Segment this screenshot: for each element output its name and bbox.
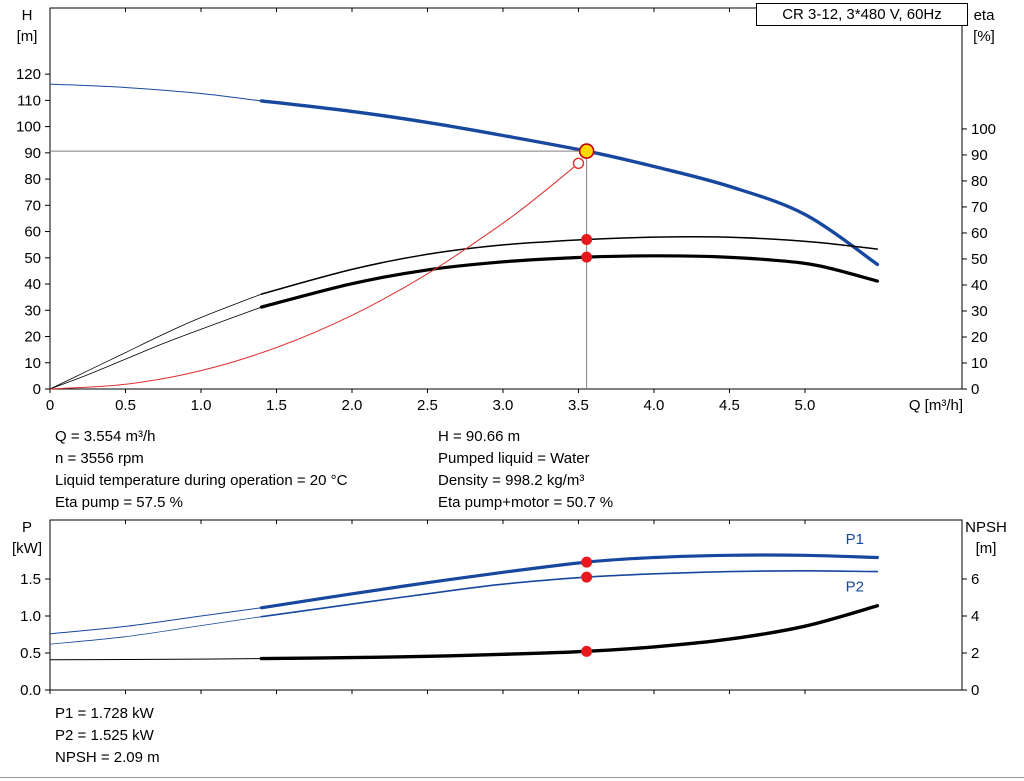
eta-axis-title: eta [973,7,995,24]
p1-curve[interactable] [259,553,879,610]
left-tick-label: 30 [24,302,41,319]
p-axis-unit: [kW] [12,540,42,557]
right-tick-label: 20 [971,329,988,346]
eta-pump-curve[interactable] [260,235,879,295]
npsh-readout: NPSH = 2.09 m [55,749,160,766]
duty-info-left-column: Q = 3.554 m³/h n = 3556 rpm Liquid tempe… [55,426,347,514]
top-chart-right-axis-corner: eta [%] [960,5,1008,47]
duty-point[interactable] [578,143,595,159]
eta-pump-motor-readout: Eta pump+motor = 50.7 % [438,494,614,511]
npsh-point[interactable] [581,645,593,657]
h-axis-title: H [21,7,33,24]
left-tick-label: 1.0 [20,608,41,625]
p2-point[interactable] [581,571,593,583]
right-tick-label: 10 [971,355,988,372]
x-tick-label: 4.5 [719,397,740,414]
x-tick-label: 5.0 [795,397,816,414]
right-tick-label: 80 [971,173,988,190]
eta-pump-motor-curve[interactable] [259,254,879,309]
right-tick-label: 70 [971,199,988,216]
left-tick-label: 90 [24,145,41,162]
right-tick-label: 0 [971,381,979,398]
x-axis-label: Q [m³/h] [909,397,963,414]
eta-pump-motor-point[interactable] [581,251,593,263]
npsh-curve[interactable] [259,604,880,661]
npsh-axis-unit: [m] [975,540,997,557]
eta-pump-point[interactable] [581,233,593,245]
right-tick-label: 0 [971,682,979,699]
left-tick-label: 120 [16,66,41,83]
power-npsh-chart[interactable]: 0.0 0.5 1.0 1.5 0 2 4 6 P1 P2 [20,519,979,699]
left-tick-label: 110 [17,92,41,109]
right-tick-label: 4 [971,608,979,625]
left-tick-label: 0.5 [20,645,41,662]
flow-readout: Q = 3.554 m³/h [55,428,156,445]
p2-curve-label: P2 [846,579,864,596]
left-tick-label: 20 [24,329,41,346]
right-tick-label: 2 [971,645,979,662]
left-tick-label: 70 [24,197,41,214]
x-tick-label: 4.0 [644,397,665,414]
eta-pump-readout: Eta pump = 57.5 % [55,494,183,511]
p-axis-title: P [21,519,32,536]
npsh-axis-title: NPSH [965,519,1007,536]
p1-point[interactable] [581,556,593,568]
right-tick-label: 30 [971,303,988,320]
qh-eta-chart[interactable]: 0 0.5 1.0 1.5 2.0 2.5 3.0 3.5 4.0 4.5 5.0 Q [m³/h] 0… [16,7,996,414]
x-tick-label: 1.5 [266,397,287,414]
liquid-temperature-readout: Liquid temperature during operation = 20… [55,472,348,489]
power-info-column: P1 = 1.728 kW P2 = 1.525 kW NPSH = 2.09 … [55,703,160,769]
density-readout: Density = 998.2 kg/m³ [438,472,585,489]
h-axis-unit: [m] [16,28,38,45]
left-tick-label: 100 [16,119,41,136]
eta-pump-curve-min-flow [49,293,262,390]
head-curve-min-flow [49,83,262,102]
p2-readout: P2 = 1.525 kW [55,727,154,744]
duty-info-right-column: H = 90.66 m Pumped liquid = Water Densit… [438,426,613,514]
p2-curve-min-flow [49,616,262,645]
x-tick-label: 3.5 [568,397,589,414]
x-tick-label: 0 [46,397,54,414]
p1-curve-min-flow [49,607,262,635]
system-curve [49,162,579,390]
p1-curve-label: P1 [846,531,864,548]
x-tick-label: 1.0 [191,397,212,414]
left-tick-label: 80 [24,171,41,188]
eta-pump-motor-curve-min-flow [49,306,262,390]
speed-readout: n = 3556 rpm [55,450,144,467]
pumped-liquid-readout: Pumped liquid = Water [438,450,590,467]
left-tick-label: 50 [24,250,41,267]
right-tick-label: 6 [971,571,979,588]
x-tick-label: 2.5 [417,397,438,414]
x-tick-label: 2.0 [342,397,363,414]
top-chart-left-axis-corner: H [m] [6,5,48,47]
bottom-divider [0,777,1024,778]
p1-readout: P1 = 1.728 kW [55,705,154,722]
x-tick-label: 0.5 [115,397,136,414]
left-tick-label: 40 [24,276,41,293]
left-tick-label: 0.0 [20,682,41,699]
head-readout: H = 90.66 m [438,428,521,445]
left-tick-label: 10 [24,355,41,372]
right-tick-label: 50 [971,251,988,268]
right-tick-label: 60 [971,225,988,242]
system-curve-point[interactable] [572,157,585,170]
left-tick-label: 0 [33,381,41,398]
right-tick-label: 40 [971,277,988,294]
bottom-chart-right-axis-corner: NPSH [m] [958,517,1014,559]
x-tick-label: 3.0 [493,397,514,414]
bottom-chart-left-axis-corner: P [kW] [6,517,48,559]
eta-axis-unit: [%] [973,28,995,45]
right-tick-label: 100 [971,121,996,138]
npsh-curve-min-flow [49,658,262,661]
right-tick-label: 90 [971,147,988,164]
left-tick-label: 60 [24,224,41,241]
left-tick-label: 1.5 [20,571,41,588]
pump-model-title: CR 3-12, 3*480 V, 60Hz [756,3,968,26]
